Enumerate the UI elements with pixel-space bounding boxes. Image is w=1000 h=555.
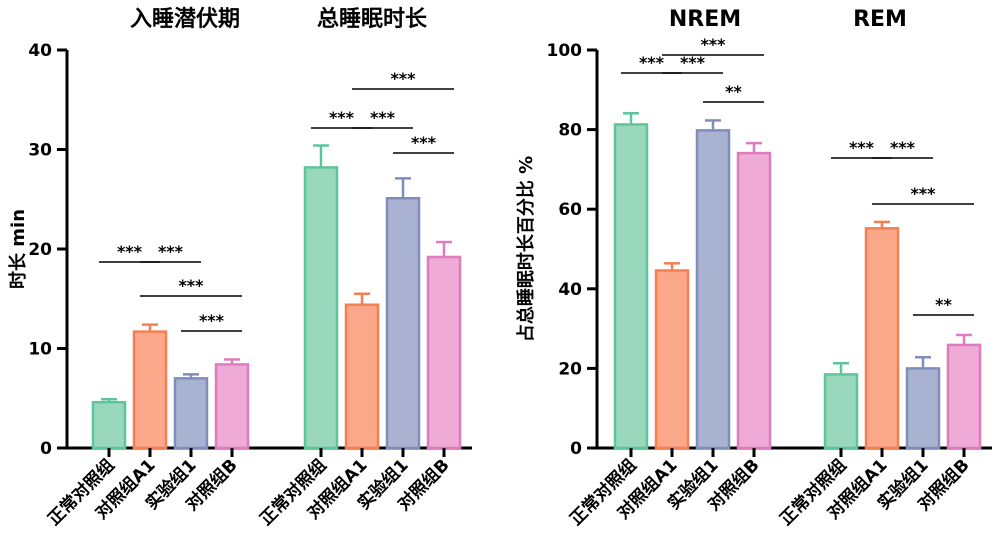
y-tick-label: 10 bbox=[28, 340, 52, 360]
y-tick-label: 60 bbox=[558, 200, 582, 220]
significance-label: *** bbox=[700, 35, 726, 54]
y-tick-label: 0 bbox=[570, 439, 582, 459]
y-tick-label: 0 bbox=[40, 439, 52, 459]
bar bbox=[825, 374, 857, 448]
y-tick-label: 20 bbox=[28, 240, 52, 260]
y-axis-label: 时长 min bbox=[8, 209, 29, 289]
bar bbox=[216, 364, 248, 448]
group-title: 总睡眠时长 bbox=[317, 6, 428, 32]
y-tick-label: 40 bbox=[28, 41, 52, 61]
significance-label: *** bbox=[910, 184, 936, 203]
bar bbox=[615, 124, 647, 448]
significance-label: *** bbox=[890, 138, 916, 157]
bar bbox=[697, 130, 729, 448]
group-title: 入睡潜伏期 bbox=[130, 6, 240, 32]
significance-label: *** bbox=[849, 138, 875, 157]
y-tick-label: 30 bbox=[28, 141, 52, 161]
bar bbox=[948, 345, 980, 448]
bar bbox=[866, 228, 898, 448]
bar bbox=[134, 332, 166, 448]
significance-label: ** bbox=[725, 82, 742, 101]
bar bbox=[907, 368, 939, 448]
significance-label: *** bbox=[158, 242, 184, 261]
group-title: NREM bbox=[669, 7, 741, 32]
bar bbox=[346, 305, 378, 448]
y-tick-label: 100 bbox=[547, 41, 583, 61]
significance-label: *** bbox=[639, 53, 665, 72]
y-tick-label: 20 bbox=[558, 359, 582, 379]
bar bbox=[656, 270, 688, 448]
y-tick-label: 40 bbox=[558, 280, 582, 300]
bar bbox=[175, 378, 207, 448]
significance-label: ** bbox=[935, 295, 952, 314]
y-axis-label: 占总睡眠时长百分比 % bbox=[515, 156, 537, 342]
significance-label: *** bbox=[329, 108, 355, 127]
bar bbox=[387, 198, 419, 448]
bar bbox=[738, 153, 770, 448]
significance-label: *** bbox=[199, 311, 225, 330]
bar bbox=[428, 257, 460, 448]
significance-label: *** bbox=[117, 242, 143, 261]
y-tick-label: 80 bbox=[558, 121, 582, 141]
bar bbox=[305, 167, 337, 448]
significance-label: *** bbox=[390, 69, 416, 88]
significance-label: *** bbox=[370, 108, 396, 127]
significance-label: *** bbox=[411, 133, 437, 152]
significance-label: *** bbox=[178, 276, 204, 295]
group-title: REM bbox=[853, 7, 907, 32]
significance-label: *** bbox=[680, 53, 706, 72]
bar bbox=[93, 402, 125, 448]
